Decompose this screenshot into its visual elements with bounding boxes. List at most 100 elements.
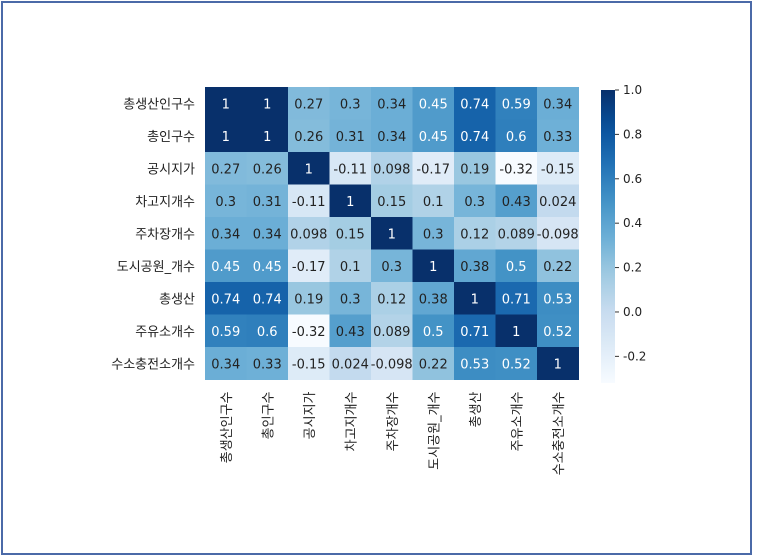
heatmap-cell bbox=[495, 87, 538, 120]
cell-value-label: 0.45 bbox=[211, 260, 240, 275]
row-tick-label: 차고지개수 bbox=[135, 195, 195, 210]
heatmap-cell bbox=[454, 347, 496, 380]
heatmap-cell bbox=[495, 282, 538, 315]
heatmap-cell bbox=[329, 152, 372, 185]
heatmap-cell bbox=[205, 184, 247, 218]
cell-value-label: 0.098 bbox=[373, 162, 410, 177]
cell-value-label: 0.3 bbox=[381, 260, 402, 275]
cell-value-label: 0.3 bbox=[423, 227, 444, 242]
heatmap-cell bbox=[288, 87, 330, 120]
cell-value-label: 0.12 bbox=[460, 227, 489, 242]
column-tick-label: 차고지개수 bbox=[344, 391, 359, 451]
cell-value-label: 0.3 bbox=[215, 195, 236, 210]
cell-value-label: 0.53 bbox=[460, 357, 489, 372]
cell-value-label: 0.089 bbox=[498, 227, 535, 242]
heatmap-cell bbox=[454, 119, 496, 153]
heatmap-cell bbox=[454, 314, 496, 348]
heatmap-cell bbox=[537, 249, 579, 283]
heatmap-cell bbox=[205, 282, 247, 315]
cell-value-label: 0.38 bbox=[460, 260, 489, 275]
cell-value-label: -0.17 bbox=[292, 260, 326, 275]
heatmap-cell bbox=[454, 249, 496, 283]
heatmap-cell bbox=[205, 87, 247, 120]
heatmap-cell bbox=[454, 282, 496, 315]
heatmap-cell bbox=[246, 282, 289, 315]
heatmap-cell bbox=[329, 184, 372, 218]
heatmap-cell bbox=[329, 282, 372, 315]
heatmap-cell bbox=[537, 347, 579, 380]
cell-value-label: 1 bbox=[222, 130, 230, 145]
colorbar-tick-label: 0.8 bbox=[623, 127, 642, 141]
colorbar-gradient bbox=[601, 90, 615, 383]
heatmap-cell bbox=[495, 217, 538, 250]
cell-value-label: 0.1 bbox=[423, 195, 444, 210]
column-tick-label: 주차장개수 bbox=[386, 391, 401, 451]
cell-value-label: 1 bbox=[346, 195, 354, 210]
heatmap-cell bbox=[537, 87, 579, 120]
cell-value-label: 0.71 bbox=[502, 292, 531, 307]
cell-value-label: 0.27 bbox=[211, 162, 240, 177]
heatmap-cell bbox=[537, 314, 579, 348]
cell-value-label: -0.17 bbox=[416, 162, 450, 177]
cell-value-label: 0.024 bbox=[332, 357, 369, 372]
heatmap-cell bbox=[288, 119, 330, 153]
column-labels: 총생산인구수 총인구수 공시지가 차고지개수 주차장개수 도시공원_개수 총생산 주유소개수 수… bbox=[220, 391, 567, 475]
row-tick-label: 수소충전소개수 bbox=[111, 357, 195, 372]
cell-value-label: 0.1 bbox=[340, 260, 361, 275]
row-tick-label: 총생산 bbox=[159, 292, 195, 307]
heatmap-cell bbox=[537, 282, 579, 315]
cell-value-label: -0.11 bbox=[333, 162, 367, 177]
column-tick-label: 공시지가 bbox=[303, 391, 318, 439]
heatmap-cell bbox=[412, 282, 455, 315]
heatmap-cell bbox=[454, 184, 496, 218]
heatmap-cell bbox=[537, 119, 579, 153]
heatmap-cell bbox=[205, 347, 247, 380]
heatmap-cell bbox=[495, 314, 538, 348]
heatmap-cell bbox=[495, 347, 538, 380]
cell-value-label: 0.27 bbox=[294, 97, 323, 112]
cell-value-label: 0.34 bbox=[253, 227, 282, 242]
row-tick-label: 주차장개수 bbox=[135, 227, 195, 242]
heatmap-cell bbox=[495, 184, 538, 218]
cell-value-label: 0.74 bbox=[460, 130, 489, 145]
cell-value-label: 0.22 bbox=[419, 357, 448, 372]
cell-value-label: 0.19 bbox=[460, 162, 489, 177]
cell-value-label: 0.74 bbox=[253, 292, 282, 307]
heatmap-cell bbox=[329, 249, 372, 283]
heatmap-cell bbox=[246, 347, 289, 380]
heatmap-cell bbox=[371, 314, 413, 348]
heatmap-cell bbox=[412, 152, 455, 185]
cell-value-label: 0.43 bbox=[502, 195, 531, 210]
heatmap-cell bbox=[412, 347, 455, 380]
cell-value-label: 0.53 bbox=[543, 292, 572, 307]
row-tick-label: 총인구수 bbox=[147, 130, 195, 145]
colorbar-tick-label: 0.6 bbox=[623, 172, 642, 186]
heatmap-cell bbox=[412, 119, 455, 153]
colorbar-tick-label: 0.2 bbox=[623, 261, 642, 275]
cell-value-label: 0.5 bbox=[506, 260, 527, 275]
cell-value-label: 0.34 bbox=[543, 97, 572, 112]
colorbar-tick-label: 0.4 bbox=[623, 216, 642, 230]
row-labels: 총생산인구수총인구수공시지가차고지개수주차장개수도시공원_개수총생산주유소개수수… bbox=[111, 97, 195, 372]
cell-value-label: 0.34 bbox=[211, 227, 240, 242]
cell-value-label: 0.34 bbox=[377, 130, 406, 145]
cell-value-label: 0.31 bbox=[336, 130, 365, 145]
cell-value-label: 0.024 bbox=[539, 195, 576, 210]
cell-value-label: 1 bbox=[222, 97, 230, 112]
cell-value-label: -0.098 bbox=[537, 227, 579, 242]
heatmap-cell bbox=[371, 152, 413, 185]
cell-value-label: 0.74 bbox=[460, 97, 489, 112]
cell-value-label: 1 bbox=[263, 97, 271, 112]
heatmap-cells: 1 1 0.27 0.3 0.34 0.45 0.74 0.59 0.341 1 0.26 0.31 0… bbox=[205, 87, 579, 380]
heatmap-cell bbox=[205, 119, 247, 153]
cell-value-label: 0.3 bbox=[340, 97, 361, 112]
heatmap-cell bbox=[495, 152, 538, 185]
cell-value-label: 1 bbox=[305, 162, 313, 177]
column-tick-label: 수소충전소개수 bbox=[552, 391, 567, 475]
heatmap-cell bbox=[412, 314, 455, 348]
heatmap-cell bbox=[205, 314, 247, 348]
column-tick-label: 총생산인구수 bbox=[220, 391, 235, 463]
heatmap-cell bbox=[246, 217, 289, 250]
heatmap-cell bbox=[371, 87, 413, 120]
